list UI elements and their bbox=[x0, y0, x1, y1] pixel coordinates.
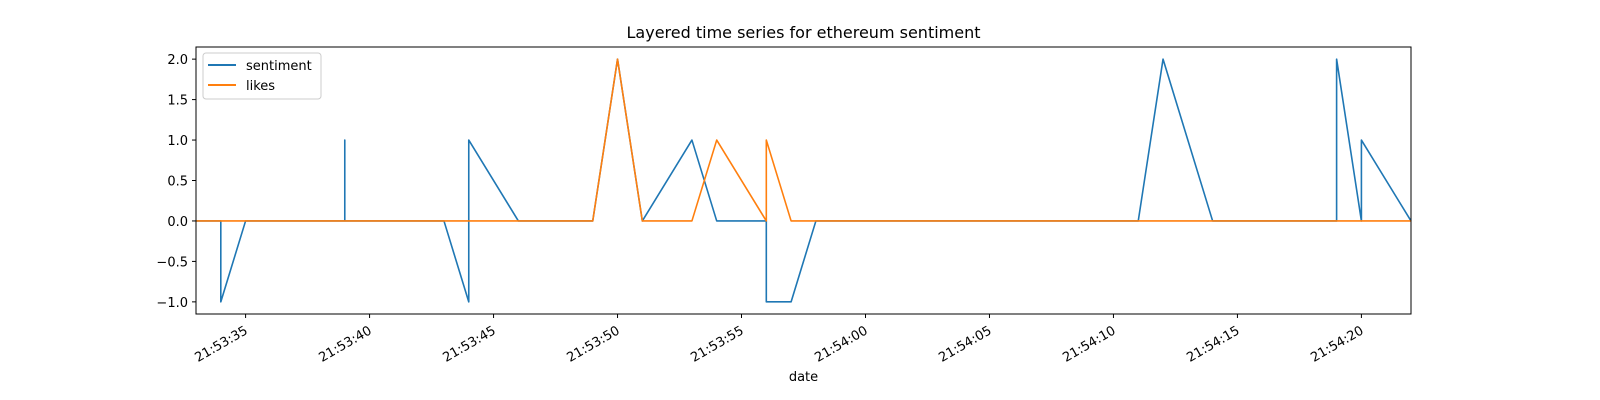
plot-frame bbox=[195, 46, 1412, 315]
y-tick-label: −1.0 bbox=[156, 296, 188, 311]
legend-label-likes: likes bbox=[246, 79, 275, 94]
chart-title: Layered time series for ethereum sentime… bbox=[627, 23, 981, 42]
y-tick-label: 0.5 bbox=[167, 175, 188, 190]
y-axis: −1.0 −0.5 0.0 0.5 1.0 1.5 2.0 bbox=[156, 53, 196, 311]
legend: sentiment likes bbox=[202, 52, 322, 100]
x-axis-label: date bbox=[789, 370, 818, 385]
legend-label-sentiment: sentiment bbox=[246, 59, 312, 74]
series-layer bbox=[196, 58, 1412, 303]
y-tick-label: −0.5 bbox=[156, 255, 188, 270]
y-tick-label: 2.0 bbox=[167, 53, 188, 68]
y-tick-label: 0.0 bbox=[167, 215, 188, 230]
y-tick-label: 1.0 bbox=[167, 134, 188, 149]
y-tick-label: 1.5 bbox=[167, 94, 188, 109]
series-line-likes bbox=[196, 58, 1411, 222]
plot-area bbox=[196, 47, 1411, 314]
